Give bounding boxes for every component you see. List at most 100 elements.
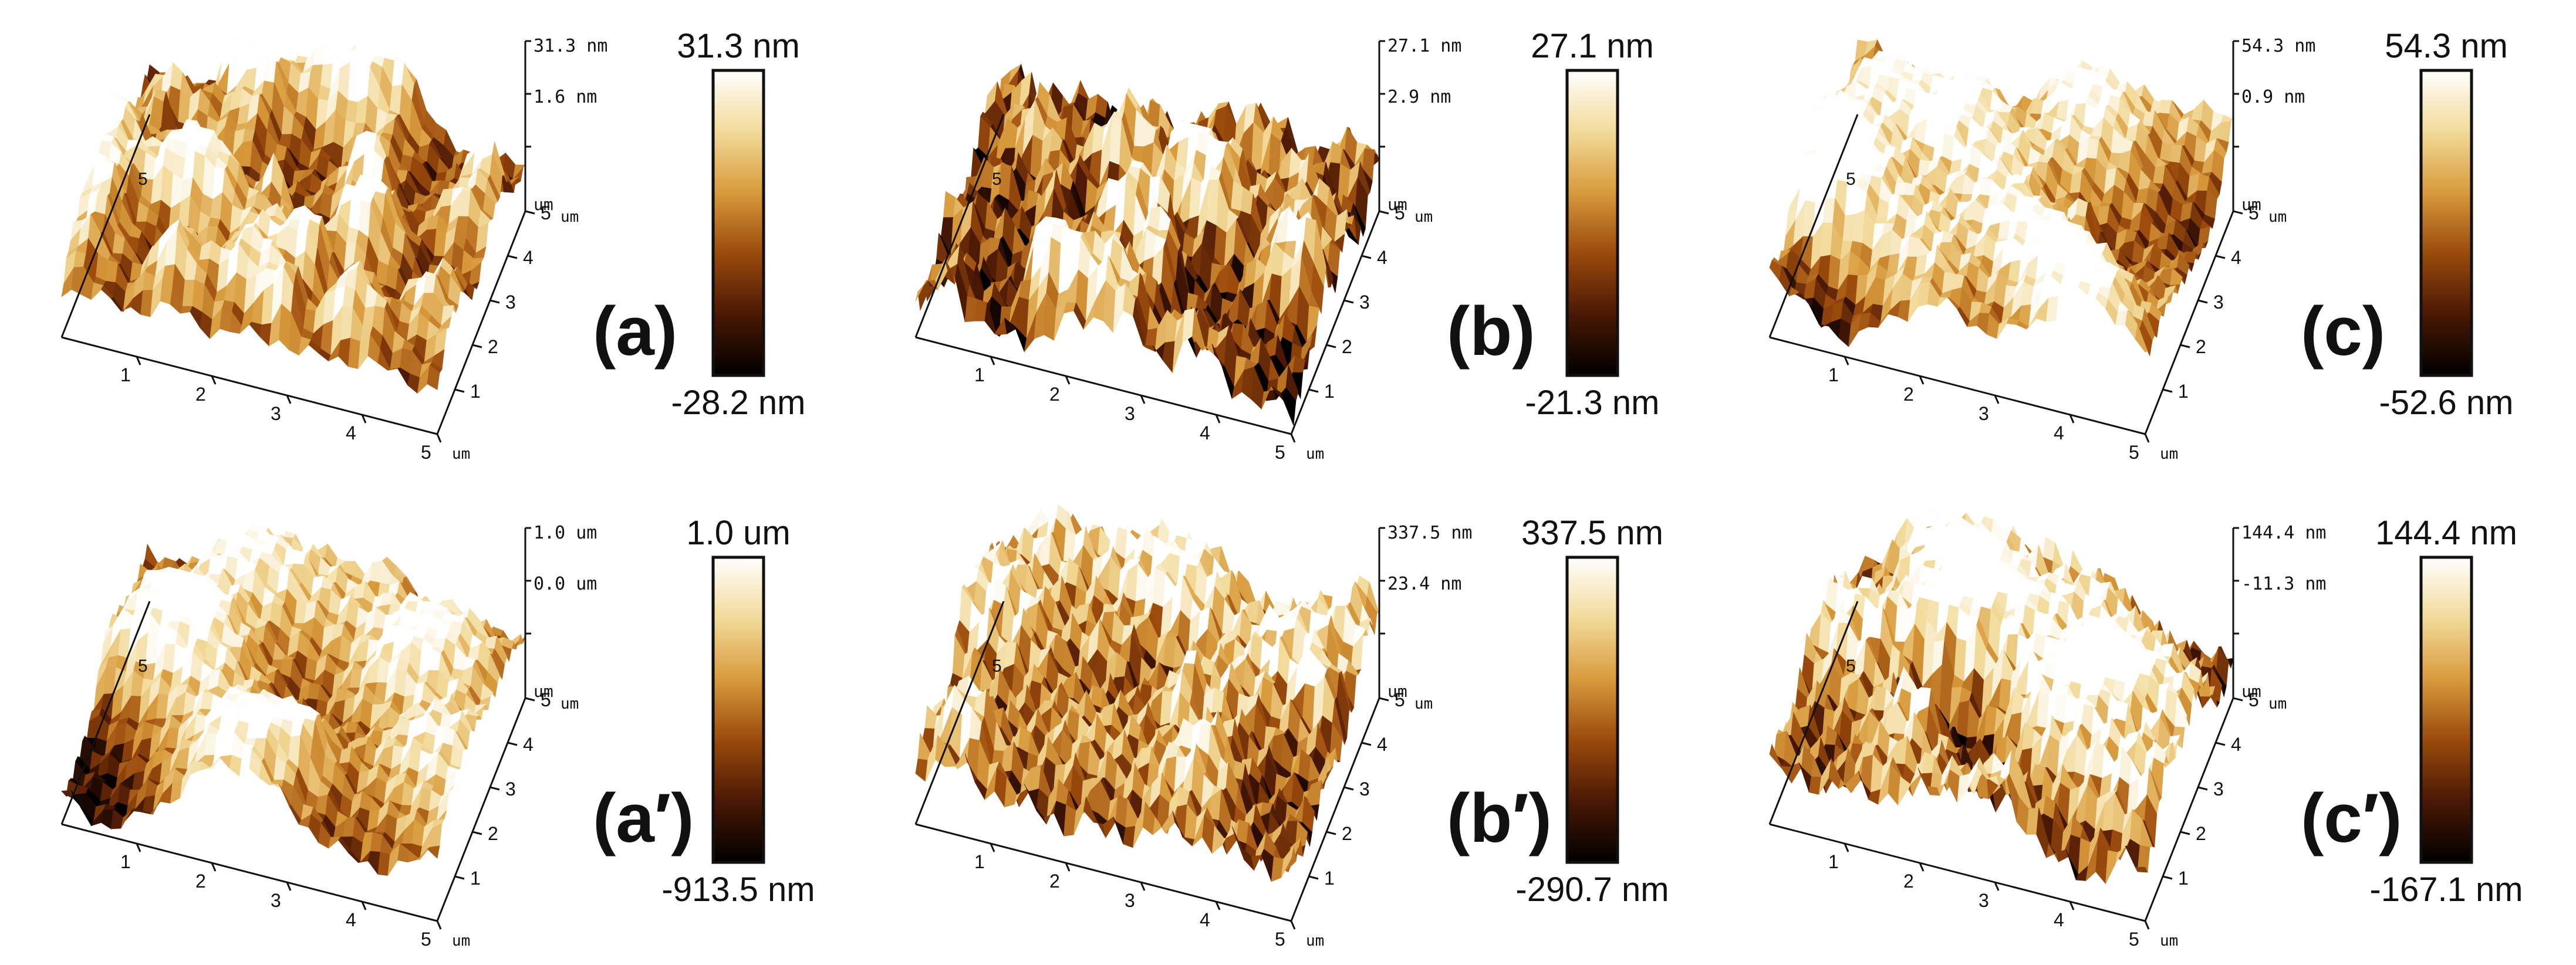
y-tick-c-prime-4: [2233, 697, 2243, 702]
colorbar-min-label: -167.1 nm: [2369, 871, 2523, 909]
z-axis-mid-label: 0.9 nm: [2241, 87, 2305, 107]
x-tick-b-4: [1290, 434, 1296, 443]
x-tick-label: 4: [1200, 909, 1210, 930]
y-tick-label: 1: [1324, 868, 1335, 889]
z-axis-unit-label: um: [534, 195, 553, 214]
x-tick-c-3: [2069, 414, 2075, 424]
y-tick-label: 4: [2231, 247, 2241, 268]
y-tick-c-prime-2: [2197, 786, 2208, 791]
afm-axes-c: [1768, 41, 2234, 435]
y-tick-label: 4: [2231, 734, 2241, 755]
colorbar-min-label: -28.2 nm: [671, 384, 806, 422]
y-tick-a-prime-0: [454, 875, 465, 880]
z-axis-unit-label: um: [534, 682, 553, 701]
y-tick-label: 3: [1359, 778, 1370, 800]
colorbar-max-label: 1.0 um: [686, 514, 790, 552]
z-axis-top-label: 54.3 nm: [2241, 36, 2315, 56]
y-tick-c-1: [2180, 344, 2190, 348]
y-axis-back-label: 5: [1846, 656, 1856, 676]
x-tick-label: 2: [1049, 871, 1060, 892]
y-tick-c-3: [2215, 255, 2226, 259]
y-tick-label: 4: [523, 734, 534, 755]
z-axis-mid-label: -11.3 nm: [2241, 574, 2327, 594]
x-tick-b-1: [1065, 375, 1071, 385]
x-tick-c-prime-1: [1919, 862, 1925, 872]
y-axis-unit: um: [2268, 208, 2287, 226]
y-tick-a-prime-4: [525, 697, 535, 702]
x-tick-label: 2: [195, 871, 206, 892]
x-tick-label: 1: [1828, 364, 1839, 385]
z-axis-top-label: 144.4 nm: [2241, 523, 2327, 543]
x-tick-label: 5: [421, 929, 431, 950]
y-tick-b-3: [1361, 255, 1372, 259]
y-tick-c-prime-3: [2215, 741, 2226, 746]
y-tick-label: 5: [2248, 202, 2259, 224]
z-axis-top-label: 27.1 nm: [1387, 36, 1461, 56]
panel-label: (c): [2301, 293, 2385, 370]
y-tick-label: 3: [2213, 778, 2224, 800]
x-tick-b-prime-3: [1215, 901, 1221, 910]
x-tick-label: 4: [2054, 422, 2064, 443]
z-axis-top-label: 31.3 nm: [534, 36, 607, 56]
y-tick-label: 3: [1359, 292, 1370, 313]
panel-label: (a): [593, 293, 677, 370]
x-tick-label: 3: [1979, 890, 1989, 911]
z-axis-unit-label: um: [1387, 195, 1407, 214]
y-tick-label: 1: [470, 868, 481, 889]
y-tick-c-prime-1: [2180, 831, 2190, 835]
afm-surface-b: [915, 63, 1380, 426]
y-axis-unit: um: [1414, 695, 1433, 713]
x-tick-c-prime-4: [2144, 920, 2150, 930]
x-tick-a-prime-3: [361, 901, 367, 910]
panel-label: (a′): [593, 780, 694, 857]
z-axis-top-label: 337.5 nm: [1387, 523, 1473, 543]
y-tick-label: 3: [505, 778, 516, 800]
colorbar-c-prime: [2419, 556, 2473, 864]
afm-axes-b-prime: [914, 528, 1380, 922]
x-tick-label: 4: [346, 422, 356, 443]
afm-surface-a-prime: [61, 523, 526, 876]
y-tick-label: 4: [523, 247, 534, 268]
y-tick-label: 2: [1342, 823, 1352, 844]
y-tick-a-prime-2: [489, 786, 500, 791]
z-axis-top-label: 1.0 um: [534, 523, 597, 543]
y-tick-b-prime-2: [1343, 786, 1354, 791]
x-tick-b-prime-0: [990, 843, 995, 852]
y-axis-back-label: 5: [1846, 170, 1856, 189]
x-tick-a-prime-2: [286, 882, 292, 891]
y-tick-a-4: [525, 210, 535, 215]
x-tick-a-3: [361, 414, 367, 424]
colorbar-max-label: 27.1 nm: [1531, 27, 1654, 65]
y-tick-b-2: [1343, 299, 1354, 304]
x-tick-label: 5: [2129, 442, 2139, 463]
y-tick-label: 1: [2178, 381, 2189, 402]
y-tick-a-1: [472, 344, 482, 348]
y-tick-a-0: [454, 388, 465, 393]
x-tick-b-prime-1: [1065, 862, 1071, 872]
x-tick-a-1: [211, 375, 217, 385]
z-axis-mid-label: 23.4 nm: [1387, 574, 1461, 594]
y-tick-label: 3: [505, 292, 516, 313]
y-tick-label: 3: [2213, 292, 2224, 313]
colorbar-a: [711, 69, 765, 377]
y-axis-unit: um: [561, 208, 579, 226]
afm-axes-c-prime: [1768, 528, 2234, 922]
y-tick-label: 5: [1395, 202, 1405, 224]
x-axis-unit: um: [452, 445, 470, 463]
z-axis-mid-label: 2.9 nm: [1387, 87, 1451, 107]
y-tick-label: 2: [2196, 823, 2206, 844]
x-tick-b-0: [990, 356, 995, 365]
y-tick-c-4: [2233, 210, 2243, 215]
y-tick-b-prime-3: [1361, 741, 1372, 746]
y-tick-b-prime-1: [1326, 831, 1336, 835]
y-tick-c-prime-0: [2162, 875, 2173, 880]
x-tick-c-0: [1844, 356, 1849, 365]
x-tick-a-prime-0: [136, 843, 141, 852]
x-tick-a-prime-4: [436, 920, 442, 930]
z-axis-mid-label: 1.6 nm: [534, 87, 597, 107]
colorbar-max-label: 54.3 nm: [2385, 27, 2508, 65]
